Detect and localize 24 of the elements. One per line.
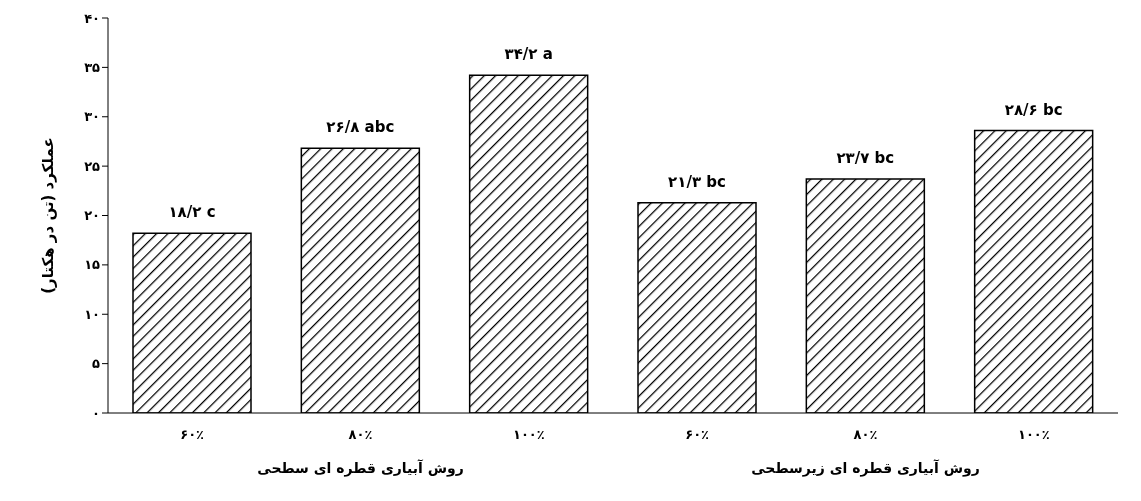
y-tick-label: ۴۰	[84, 10, 100, 26]
x-tick-label: ۸۰٪	[348, 427, 373, 442]
y-tick-label: ۲۰	[84, 208, 100, 224]
y-tick-label: ۰	[92, 405, 100, 421]
y-tick-label: ۳۰	[84, 109, 100, 125]
data-label: ۱۸/۲ c	[168, 203, 216, 222]
y-tick-label: ۱۰	[84, 306, 100, 322]
y-axis-title: عملکرد (تن در هکتار)	[39, 137, 58, 294]
data-label: ۳۴/۲ a	[504, 45, 553, 64]
y-tick-label: ۳۵	[84, 59, 101, 75]
data-label: ۲۱/۳ bc	[668, 172, 726, 191]
x-tick-label: ۱۰۰٪	[512, 427, 545, 442]
data-label: ۲۶/۸ abc	[326, 118, 395, 137]
x-tick-label: ۶۰٪	[685, 427, 710, 442]
x-tick-label: ۶۰٪	[180, 427, 205, 442]
data-label: ۲۳/۷ bc	[836, 148, 895, 167]
y-tick-label: ۲۵	[84, 158, 101, 174]
y-tick-label: ۵	[92, 356, 101, 372]
x-tick-label: ۸۰٪	[853, 427, 878, 442]
data-label: ۲۸/۶ bc	[1004, 100, 1063, 119]
text: روش آبیاری قطره ای زیرسطحی	[751, 459, 980, 477]
x-tick-label: ۱۰۰٪	[1017, 427, 1050, 442]
y-tick-label: ۱۵	[84, 257, 101, 273]
text: روش آبیاری قطره ای سطحی	[257, 459, 464, 477]
